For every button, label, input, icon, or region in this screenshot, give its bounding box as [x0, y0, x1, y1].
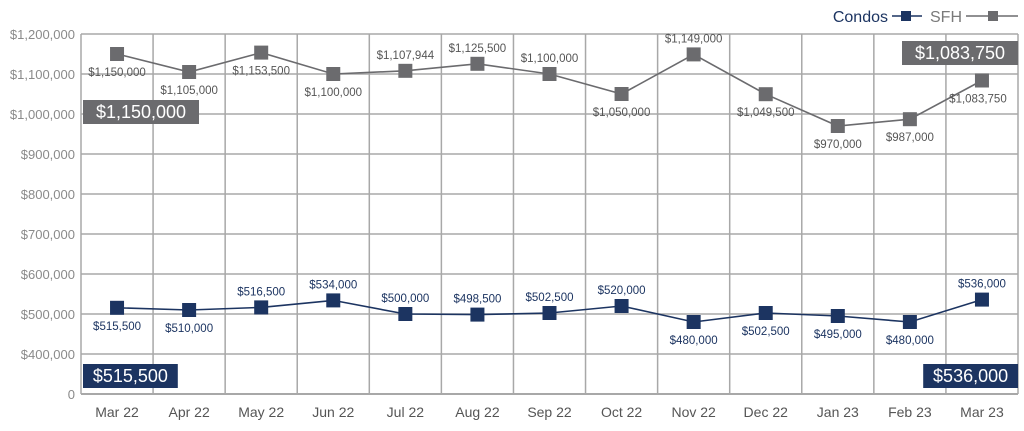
x-tick-label: Sep 22	[527, 404, 572, 420]
y-tick-label: $400,000	[21, 347, 75, 362]
data-label: $1,125,500	[449, 43, 507, 55]
data-label: $495,000	[814, 329, 862, 341]
data-point-marker	[182, 303, 197, 317]
sfh-start-badge: $1,150,000	[96, 102, 186, 122]
data-label: $1,049,500	[737, 107, 795, 119]
data-label: $1,100,000	[304, 87, 362, 99]
data-point-marker	[182, 65, 197, 79]
condos-end-badge-bg	[923, 364, 1018, 388]
data-label: $987,000	[886, 132, 934, 144]
data-label: $970,000	[814, 139, 862, 151]
data-point-marker	[902, 315, 917, 329]
x-tick-label: Apr 22	[168, 404, 209, 420]
data-point-marker	[902, 112, 917, 127]
data-label: $1,150,000	[88, 67, 146, 79]
data-point-marker	[254, 45, 269, 60]
data-label: $500,000	[381, 293, 429, 305]
x-tick-label: Mar 23	[960, 404, 1004, 420]
y-tick-label: $800,000	[21, 187, 75, 202]
legend-marker-condos	[901, 11, 911, 21]
data-point-marker	[686, 47, 701, 62]
x-tick-label: Mar 22	[95, 404, 139, 420]
data-point-marker	[110, 47, 125, 61]
data-point-marker	[974, 292, 989, 307]
condos-end-badge: $536,000	[933, 366, 1008, 386]
y-tick-label: $1,100,000	[10, 67, 75, 82]
x-tick-label: Oct 22	[601, 404, 642, 420]
y-tick-label: $1,200,000	[10, 27, 75, 42]
x-tick-label: Jan 23	[817, 404, 859, 420]
y-tick-label: $500,000	[21, 307, 75, 322]
data-label: $536,000	[958, 279, 1006, 291]
x-tick-label: Jul 22	[387, 404, 425, 420]
data-label: $498,500	[453, 294, 501, 306]
x-tick-label: Feb 23	[888, 404, 932, 420]
data-point-marker	[542, 67, 557, 81]
legend-label-sfh: SFH	[930, 9, 962, 26]
condos-start-badge-bg	[83, 364, 178, 388]
data-label: $1,149,000	[665, 33, 723, 45]
data-label: $520,000	[598, 285, 646, 297]
data-point-marker	[758, 306, 773, 320]
data-label: $1,100,000	[521, 53, 579, 65]
data-label: $1,105,000	[160, 85, 218, 97]
data-label: $510,000	[165, 323, 213, 335]
data-point-marker	[974, 73, 989, 88]
data-label: $502,500	[742, 326, 790, 338]
sfh-start-badge-bg	[83, 100, 199, 124]
data-point-marker	[398, 63, 413, 78]
data-point-marker	[614, 299, 629, 313]
data-point-marker	[254, 300, 269, 315]
legend-marker-sfh	[988, 11, 998, 21]
data-point-marker	[830, 119, 845, 133]
sfh-end-badge: $1,083,750	[915, 43, 1005, 63]
data-point-marker	[326, 293, 341, 308]
data-point-marker	[470, 56, 485, 71]
x-tick-label: Aug 22	[455, 404, 500, 420]
x-tick-label: Nov 22	[671, 404, 716, 420]
y-tick-label: $1,000,000	[10, 107, 75, 122]
y-tick-label: $700,000	[21, 227, 75, 242]
sfh-end-badge-bg	[902, 41, 1018, 65]
y-tick-label: 0	[68, 387, 75, 402]
x-tick-label: Dec 22	[744, 404, 789, 420]
y-tick-label: $600,000	[21, 267, 75, 282]
data-point-marker	[686, 315, 701, 329]
data-point-marker	[398, 307, 413, 321]
x-tick-label: May 22	[238, 404, 284, 420]
y-tick-label: $900,000	[21, 147, 75, 162]
data-point-marker	[758, 87, 773, 102]
data-label: $1,107,944	[377, 50, 435, 62]
data-point-marker	[542, 306, 557, 320]
legend-label-condos: Condos	[833, 9, 888, 26]
data-label: $534,000	[309, 279, 357, 291]
data-label: $1,050,000	[593, 107, 651, 119]
data-point-marker	[830, 309, 845, 323]
data-label: $515,500	[93, 321, 141, 333]
condos-start-badge: $515,500	[93, 366, 168, 386]
data-label: $1,153,500	[232, 66, 290, 78]
data-label: $480,000	[886, 335, 934, 347]
data-point-marker	[470, 307, 485, 322]
data-point-marker	[614, 87, 629, 101]
data-label: $516,500	[237, 286, 285, 298]
data-point-marker	[110, 300, 125, 315]
x-tick-label: Jun 22	[312, 404, 354, 420]
data-point-marker	[326, 67, 341, 81]
data-label: $480,000	[670, 335, 718, 347]
data-label: $502,500	[526, 292, 574, 304]
data-label: $1,083,750	[949, 94, 1007, 106]
